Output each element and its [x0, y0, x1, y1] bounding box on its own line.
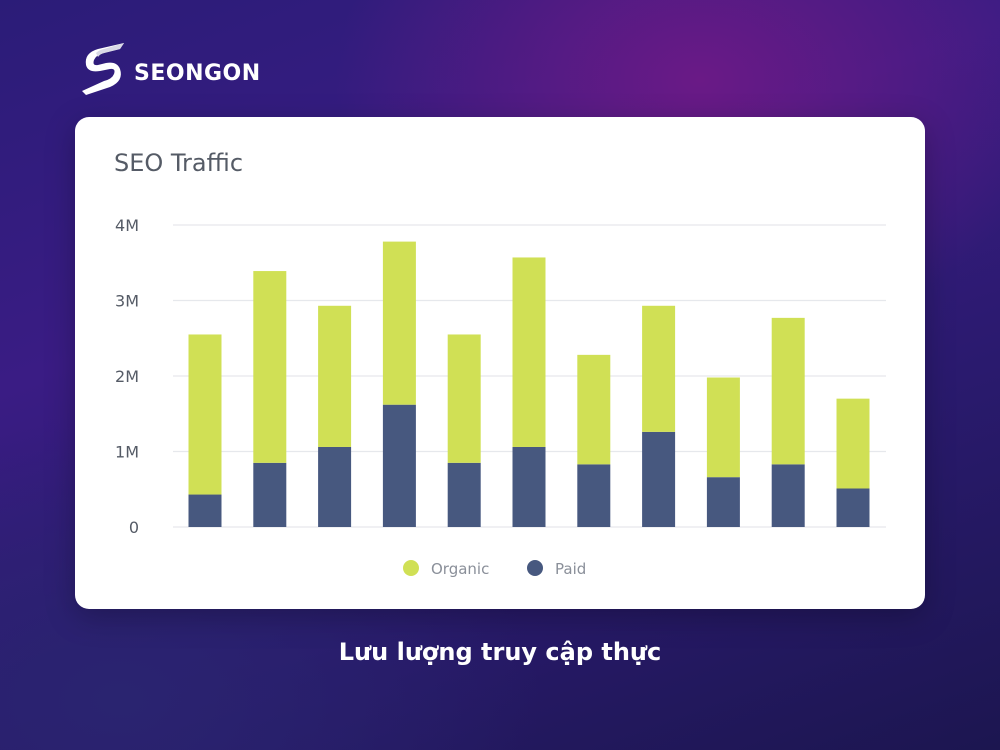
chart-title: SEO Traffic: [114, 149, 244, 177]
paid-bar: [771, 464, 805, 527]
organic-bar: [512, 257, 546, 447]
legend: Organic Paid: [403, 560, 586, 578]
paid-bar: [706, 477, 740, 527]
organic-bar: [706, 377, 740, 478]
seo-traffic-chart: 0 1M 2M 3M 4M Organic Paid: [115, 216, 886, 578]
y-axis: 0 1M 2M 3M 4M: [115, 216, 139, 537]
paid-bar: [253, 462, 287, 527]
organic-bar: [836, 398, 870, 489]
bars: [188, 241, 870, 527]
caption: Lưu lượng truy cập thực: [338, 638, 662, 666]
paid-bar: [382, 404, 416, 527]
legend-label: Paid: [555, 560, 586, 578]
organic-bar: [771, 317, 805, 465]
paid-bar: [642, 431, 676, 527]
y-tick-label: 1M: [115, 443, 139, 462]
organic-bar: [447, 334, 481, 463]
brand-name: SEONGON: [134, 60, 261, 86]
organic-bar: [188, 334, 222, 495]
paid-bar: [188, 494, 222, 527]
paid-bar: [447, 462, 481, 527]
y-tick-label: 0: [129, 518, 139, 537]
organic-bar: [253, 271, 287, 463]
paid-bar: [836, 488, 870, 527]
organic-bar: [642, 305, 676, 432]
y-tick-label: 2M: [115, 367, 139, 386]
brand-logo: SEONGON: [80, 40, 261, 96]
organic-legend-dot: [403, 560, 419, 576]
paid-bar: [512, 446, 546, 527]
chart-card: SEO Traffic 0 1M 2M 3M 4M Organic Paid: [75, 117, 925, 609]
paid-legend-dot: [527, 560, 543, 576]
organic-bar: [382, 241, 416, 405]
y-tick-label: 3M: [115, 292, 139, 311]
paid-bar: [577, 464, 611, 527]
paid-bar: [318, 446, 352, 527]
legend-label: Organic: [431, 560, 489, 578]
organic-bar: [577, 354, 611, 465]
seongon-s-logo-icon: [82, 43, 124, 95]
y-tick-label: 4M: [115, 216, 139, 235]
organic-bar: [318, 305, 352, 447]
